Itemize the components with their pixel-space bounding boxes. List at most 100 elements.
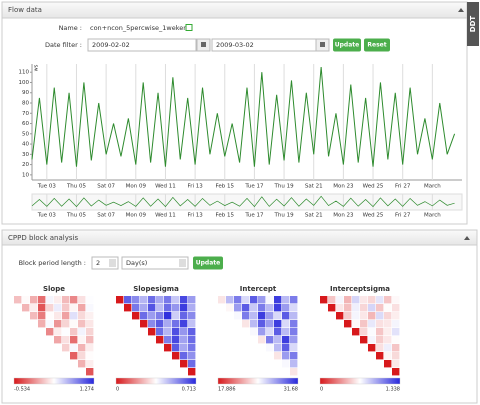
heatmap-cell xyxy=(360,304,368,312)
heatmap-cell xyxy=(344,304,352,312)
heatmap-cell xyxy=(274,312,282,320)
y-tick-label: 100 xyxy=(19,80,30,86)
heatmap-cell xyxy=(140,296,148,304)
heatmap-cell xyxy=(70,296,78,304)
heatmap-cell xyxy=(188,368,196,376)
heatmap-cell xyxy=(54,336,62,344)
heatmap-cell xyxy=(290,344,298,352)
heatmap-cell xyxy=(156,320,164,328)
update-button[interactable] xyxy=(193,256,223,270)
heatmap-cell xyxy=(188,344,196,352)
update-button[interactable] xyxy=(333,38,361,52)
heatmap-cell xyxy=(86,304,94,312)
heatmap-cell xyxy=(180,312,188,320)
heatmap-cell xyxy=(266,296,274,304)
period-label: Block period length : xyxy=(19,259,86,267)
heatmap-cell xyxy=(392,352,400,360)
heatmap-cell xyxy=(258,296,266,304)
reset-button[interactable] xyxy=(364,38,390,52)
heatmap-cell xyxy=(360,336,368,344)
period-value: 2 xyxy=(96,259,100,267)
heatmap-cell xyxy=(282,304,290,312)
navigator-tick-label: Wed 25 xyxy=(363,213,384,219)
heatmap-cell xyxy=(38,296,46,304)
unit-select[interactable] xyxy=(121,256,189,270)
heatmap-cell xyxy=(30,312,38,320)
heatmap-cell xyxy=(392,360,400,368)
x-tick-label: Thu 19 xyxy=(274,184,295,190)
heatmap-cell xyxy=(242,312,250,320)
heatmap-cell xyxy=(376,344,384,352)
heatmap-cell xyxy=(234,296,242,304)
heatmap-cell xyxy=(78,360,86,368)
heatmap-cell xyxy=(140,304,148,312)
heatmap-cell xyxy=(164,296,172,304)
heatmap-cell xyxy=(180,320,188,328)
navigator-tick-label: Tue 03 xyxy=(37,213,57,219)
heatmap-cell xyxy=(62,336,70,344)
heatmap-cell xyxy=(188,336,196,344)
heatmap-cell xyxy=(132,312,140,320)
heatmap-cell xyxy=(336,296,344,304)
navigator-tick-label: Sat 21 xyxy=(305,213,323,219)
heatmap-cell xyxy=(250,320,258,328)
heatmap-title: Intercept xyxy=(240,285,277,293)
heatmap-cell xyxy=(392,320,400,328)
y-tick-label: 40 xyxy=(22,142,29,148)
heatmap-cell xyxy=(266,312,274,320)
heatmap-cell xyxy=(328,296,336,304)
colorbar-min: 17.886 xyxy=(218,387,236,393)
heatmap-cell xyxy=(188,360,196,368)
heatmap-cell xyxy=(392,312,400,320)
heatmap-cell xyxy=(282,328,290,336)
colorbar-max: 31.68 xyxy=(284,387,298,393)
navigator-tick-label: Fri 13 xyxy=(187,213,203,219)
date-from-input[interactable] xyxy=(87,38,197,52)
heatmap-cell xyxy=(250,304,258,312)
heatmap-cell xyxy=(132,296,140,304)
heatmap-cell xyxy=(290,304,298,312)
heatmap-cell xyxy=(70,352,78,360)
heatmap-cell xyxy=(384,352,392,360)
collapse-icon[interactable] xyxy=(458,8,464,12)
colorbar xyxy=(319,377,401,385)
heatmap-cell xyxy=(180,304,188,312)
heatmap-cell xyxy=(86,368,94,376)
name-label: Name : xyxy=(59,24,82,32)
button-label: Reset xyxy=(367,42,386,49)
heatmap-cell xyxy=(352,296,360,304)
heatmap-cell xyxy=(156,296,164,304)
heatmap-cell xyxy=(282,344,290,352)
checkbox[interactable] xyxy=(185,24,193,31)
x-tick-label: Tue 03 xyxy=(37,184,57,190)
heatmap-cell xyxy=(352,328,360,336)
navigator-tick-label: Sat 07 xyxy=(97,213,115,219)
heatmap-cell xyxy=(344,312,352,320)
y-axis-label: ws xyxy=(34,64,40,71)
heatmap-cell xyxy=(156,312,164,320)
heatmap-cell xyxy=(368,312,376,320)
heatmap-cell xyxy=(274,320,282,328)
navigator-tick-label: Tue 17 xyxy=(244,213,264,219)
heatmap-cell xyxy=(180,352,188,360)
panel-title: Flow data xyxy=(8,6,42,14)
heatmap-cell xyxy=(172,344,180,352)
navigator-tick-label: Mon 23 xyxy=(333,213,354,219)
heatmap-cell xyxy=(384,312,392,320)
x-tick-label: Sat 21 xyxy=(305,184,323,190)
side-tab[interactable] xyxy=(467,2,479,46)
heatmap-cell xyxy=(376,320,384,328)
navigator-tick-label: Wed 11 xyxy=(155,213,176,219)
heatmap-cell xyxy=(62,344,70,352)
heatmap-cell xyxy=(290,312,298,320)
colorbar-max: 1.274 xyxy=(80,387,94,393)
navigator-tick-label: Thu 05 xyxy=(66,213,87,219)
heatmap-cell xyxy=(116,296,124,304)
heatmap-cell xyxy=(148,312,156,320)
collapse-icon[interactable] xyxy=(464,236,470,240)
calendar-icon xyxy=(320,42,325,47)
heatmap-cell xyxy=(86,296,94,304)
heatmap-cell xyxy=(392,304,400,312)
heatmap-cell xyxy=(188,296,196,304)
heatmap-cell xyxy=(392,336,400,344)
